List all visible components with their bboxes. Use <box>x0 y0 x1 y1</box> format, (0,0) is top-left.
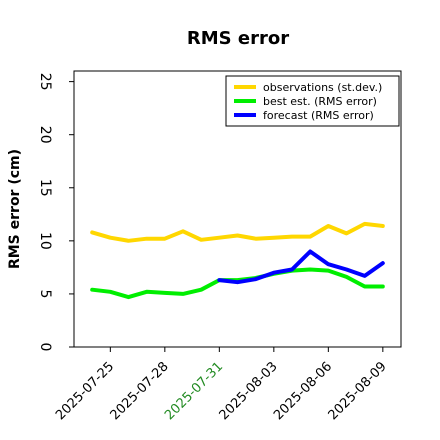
y-tick-label: 0 <box>37 343 53 352</box>
y-tick-label: 5 <box>37 289 53 298</box>
y-tick-label: 25 <box>37 73 53 91</box>
x-tick-label: 2025-08-09 <box>326 359 390 423</box>
y-tick-label: 10 <box>37 232 53 250</box>
plot-area-frame <box>73 70 402 348</box>
legend-entry-label: observations (st.dev.) <box>263 81 382 94</box>
y-tick-label: 15 <box>37 179 53 197</box>
y-axis-ticks: 0 5 10 15 20 25 <box>37 73 74 352</box>
y-tick-label: 20 <box>37 126 53 144</box>
chart-title: RMS error <box>187 28 289 49</box>
legend-entry-label: forecast (RMS error) <box>263 109 374 122</box>
series-line-0 <box>90 221 385 243</box>
x-axis-ticks: 2025-07-252025-07-282025-07-312025-08-03… <box>53 347 390 423</box>
series-lines <box>90 221 385 300</box>
legend-entry-label: best est. (RMS error) <box>263 95 377 108</box>
series-line-1 <box>90 267 385 300</box>
legend: observations (st.dev.)best est. (RMS err… <box>225 75 400 127</box>
y-axis-label: RMS error (cm) <box>7 149 23 269</box>
series-line-2 <box>217 249 385 285</box>
